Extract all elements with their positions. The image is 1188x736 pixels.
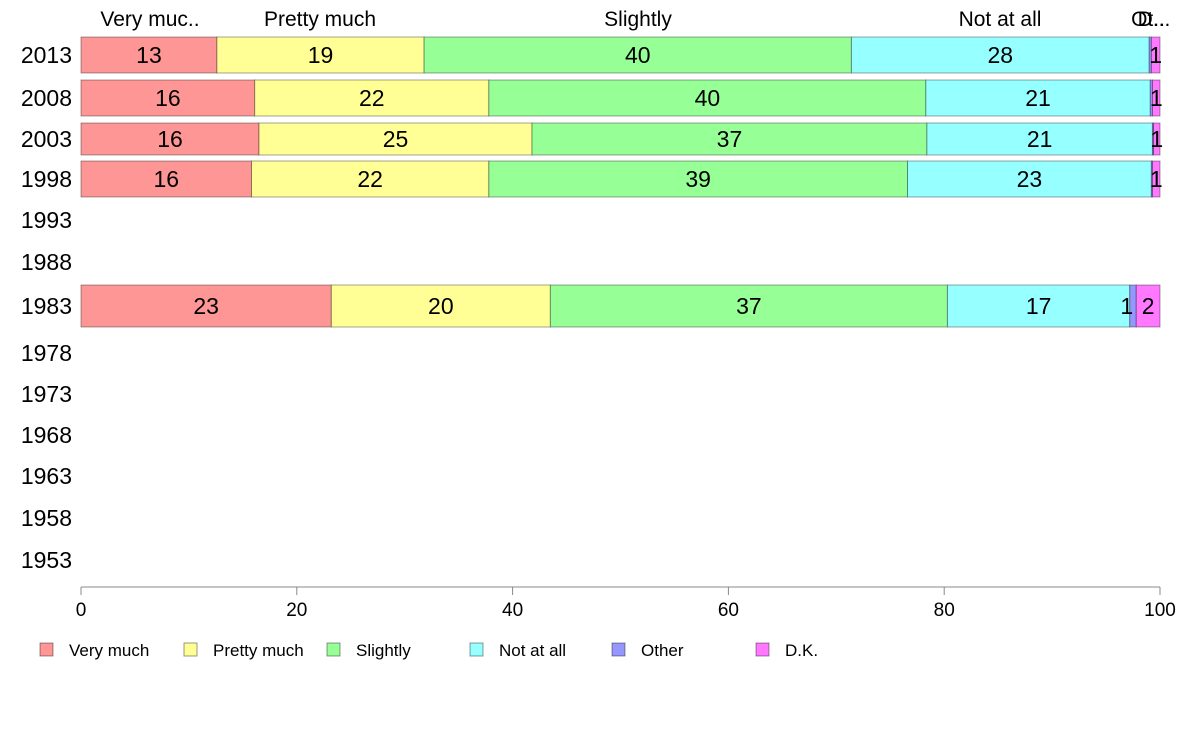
x-tick-label-100: 100 [1144, 600, 1176, 621]
year-label-2013: 2013 [21, 42, 72, 68]
year-axis-labels: 2013 2008 2003 1998 1993 1988 1983 1978 1973 1968… [21, 42, 72, 573]
top-label-slightly: Slightly [604, 8, 672, 31]
legend-swatch-very-much [39, 642, 54, 657]
year-label-1958: 1958 [21, 505, 72, 531]
year-label-2008: 2008 [21, 85, 72, 111]
bar-2003-slightly [531, 122, 928, 156]
bar-2013-pretty-much [216, 36, 425, 74]
bar-2003-not-at-all [926, 122, 1153, 156]
bar-2013-other [1148, 36, 1152, 74]
top-label-other: Ot.. [1131, 8, 1165, 31]
legend: Very much Pretty much Slightly Not at all Ot… [39, 641, 818, 660]
x-tick-label-0: 0 [76, 600, 87, 621]
x-tick-label-60: 60 [718, 600, 739, 621]
year-label-1973: 1973 [21, 381, 72, 407]
x-tick-label-40: 40 [502, 600, 523, 621]
x-tick-label-20: 20 [286, 600, 307, 621]
bar-label-1983-not-at-all: 17 [1026, 293, 1052, 319]
bar-label-2008-d-k: 1 [1150, 85, 1163, 111]
bar-label-1983-slightly: 37 [736, 293, 762, 319]
bar-label-2013-d-k: 1 [1149, 42, 1162, 68]
bar-label-2008-pretty-much: 22 [359, 85, 385, 111]
bar-label-1983-very-much: 23 [193, 293, 219, 319]
year-label-1988: 1988 [21, 249, 72, 275]
bar-label-2003-pretty-much: 25 [383, 126, 409, 152]
bar-1998-not-at-all [907, 160, 1152, 198]
bar-label-1998-d-k: 1 [1150, 166, 1163, 192]
legend-label-other: Other [641, 641, 684, 660]
bar-1983-pretty-much [330, 284, 551, 328]
bar-label-2003-d-k: 1 [1150, 126, 1163, 152]
bar-label-1998-slightly: 39 [685, 166, 711, 192]
year-label-1953: 1953 [21, 547, 72, 573]
year-label-1983: 1983 [21, 293, 72, 319]
bar-2008-d-k [1151, 79, 1161, 117]
year-label-1998: 1998 [21, 166, 72, 192]
bar-1998-very-much [80, 160, 252, 198]
bar-1998-pretty-much [250, 160, 490, 198]
legend-swatch-not-at-all [469, 642, 484, 657]
legend-swatch-pretty-much [183, 642, 198, 657]
bar-label-1983-other: 1 [1120, 293, 1133, 319]
bar-label-1998-pretty-much: 22 [357, 166, 383, 192]
legend-label-slightly: Slightly [356, 641, 411, 660]
bar-1983-not-at-all [946, 284, 1131, 328]
legend-swatch-other [611, 642, 626, 657]
top-label-pretty-much: Pretty much [264, 8, 376, 31]
bar-2003-pretty-much [258, 122, 533, 156]
bar-label-2003-very-much: 16 [157, 126, 183, 152]
top-label-very-much: Very muc.. [100, 8, 199, 31]
bar-2008-very-much [80, 79, 256, 117]
bar-label-2008-slightly: 40 [695, 85, 721, 111]
legend-label-pretty-much: Pretty much [213, 641, 304, 660]
year-label-1968: 1968 [21, 422, 72, 448]
bar-label-2013-not-at-all: 28 [988, 42, 1014, 68]
bar-label-2003-slightly: 37 [717, 126, 743, 152]
bar-2003-very-much [80, 122, 260, 156]
bar-label-1998-very-much: 16 [153, 166, 179, 192]
bar-label-2013-slightly: 40 [625, 42, 651, 68]
bar-label-2003-not-at-all: 21 [1027, 126, 1053, 152]
top-category-labels: Very muc.. Pretty much Slightly Not at all O… [100, 8, 1170, 31]
bar-1983-d-k [1135, 284, 1161, 328]
legend-label-very-much: Very much [69, 641, 149, 660]
bar-2008-slightly [488, 79, 927, 117]
bar-label-2008-not-at-all: 21 [1025, 85, 1051, 111]
year-label-1993: 1993 [21, 207, 72, 233]
bar-label-2013-very-much: 13 [136, 42, 162, 68]
bar-label-1983-pretty-much: 20 [428, 293, 454, 319]
bar-2008-pretty-much [254, 79, 490, 117]
bar-1998-slightly [488, 160, 909, 198]
bar-1983-slightly [549, 284, 948, 328]
bar-stack: 13 19 40 28 116 22 40 21 116 25 37 21 116 22 39 23 123 20… [80, 36, 1163, 328]
legend-label-d-k: D.K. [785, 641, 818, 660]
year-label-1978: 1978 [21, 340, 72, 366]
bar-label-2013-pretty-much: 19 [308, 42, 334, 68]
x-axis: 0 20 40 60 80 100 [76, 586, 1176, 621]
legend-swatch-slightly [326, 642, 341, 657]
legend-swatch-d-k [755, 642, 770, 657]
bar-2013-d-k [1150, 36, 1161, 74]
bar-label-2008-very-much: 16 [155, 85, 181, 111]
year-label-1963: 1963 [21, 463, 72, 489]
bar-1983-very-much [80, 284, 332, 328]
bar-label-1998-not-at-all: 23 [1017, 166, 1043, 192]
bar-label-1983-d-k: 2 [1142, 293, 1155, 319]
top-label-not-at-all: Not at all [959, 8, 1042, 31]
top-label-d-k: D... [1138, 8, 1171, 31]
legend-label-not-at-all: Not at all [499, 641, 566, 660]
x-tick-label-80: 80 [934, 600, 955, 621]
bar-2003-d-k [1153, 122, 1161, 156]
year-label-2003: 2003 [21, 126, 72, 152]
bar-2008-other [1149, 79, 1153, 117]
bar-1998-d-k [1151, 160, 1161, 198]
